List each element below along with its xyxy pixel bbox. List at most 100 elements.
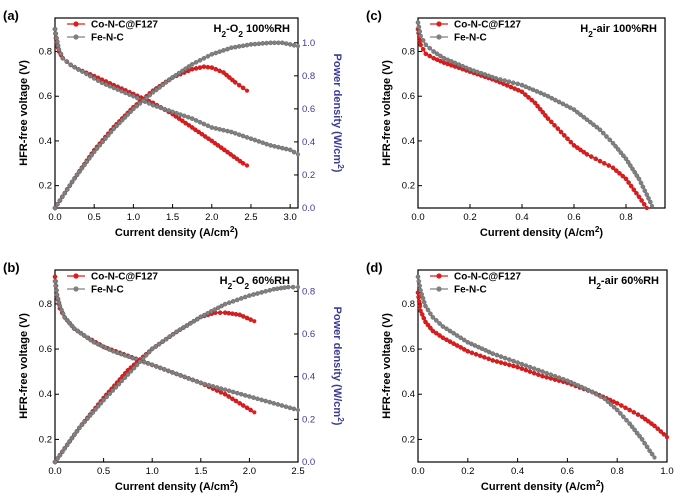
data-point [54,287,59,293]
data-point [74,172,80,178]
data-point [161,367,167,372]
plot-frame [54,17,299,209]
x-tick-label: 2.5 [291,466,304,477]
data-point [240,403,246,408]
data-point [84,71,89,77]
data-point [416,299,422,304]
legend-entry: Fe-N-C [430,285,487,296]
data-point [100,139,105,145]
data-point [170,331,176,337]
data-point [103,345,108,351]
legend-label: Fe-N-C [454,33,487,44]
data-point [110,388,115,393]
data-point [69,179,75,185]
data-point [82,162,87,168]
data-point [72,64,77,70]
data-point [186,376,191,381]
x-axis-title: Current density (A/cm2) [481,479,605,494]
y2-tick-label: 1.0 [302,38,315,49]
legend-entry: Co-N-C@F127 [67,272,158,283]
data-point [55,296,61,301]
x-tick-label: 0.4 [515,212,528,223]
data-point [617,171,622,176]
data-point [237,400,242,406]
x-axis-title: Current density (A/cm2) [480,225,604,240]
data-point [81,333,87,338]
data-point [527,364,533,370]
data-point [114,350,120,356]
data-point [85,335,90,341]
data-point [611,404,617,410]
data-point [425,322,431,328]
data-point [632,169,638,175]
data-point [173,73,179,78]
data-point [604,134,609,139]
data-point [225,46,230,52]
data-point [497,77,503,82]
data-point [291,43,297,48]
data-point [649,203,655,208]
data-point [267,399,273,405]
data-point [646,418,651,424]
data-point [458,345,464,350]
data-point [194,379,200,384]
data-point [193,66,199,71]
plot-frame [54,269,299,463]
data-point [639,198,644,203]
data-point [631,409,637,415]
data-point [602,160,607,166]
data-point [117,120,122,126]
data-point [423,319,428,325]
data-point [560,101,566,107]
data-point [418,287,423,293]
series-voltage-fe-n-c [415,274,657,460]
data-point [156,341,162,347]
data-point [418,308,423,314]
data-point [213,126,218,131]
data-point [209,125,215,130]
data-point [465,348,471,354]
data-point [420,47,426,52]
data-point [157,85,162,90]
data-point [101,397,106,403]
data-point [276,40,281,46]
data-point [279,403,285,408]
legend-marker [436,286,442,292]
data-point [87,413,93,418]
data-point [231,154,236,159]
data-point [251,292,256,297]
series-power-fe-n-c [52,40,301,211]
data-point [275,402,281,407]
data-point [247,293,252,298]
data-point [584,117,590,122]
legend: Co-N-C@F127 Fe-N-C [67,20,158,44]
data-point [69,435,75,441]
data-point [638,180,644,186]
x-tick-label: 0.4 [511,466,524,477]
data-point [166,368,171,374]
y2-tick-label: 0.8 [302,286,315,297]
data-point [111,348,116,354]
data-point [458,335,464,341]
panel-label: (c) [366,8,382,23]
data-point [236,82,242,88]
data-point [259,397,264,403]
data-point [140,356,146,361]
data-point [234,156,240,162]
data-point [217,49,222,55]
data-point [170,370,175,375]
data-point [636,176,642,182]
data-point [197,119,203,125]
data-point [428,311,433,317]
data-point [252,137,258,143]
data-point [614,400,620,406]
x-tick-label: 0.0 [48,466,61,477]
data-point [427,45,433,51]
data-point [473,351,479,357]
data-point [229,45,234,51]
data-point [225,149,230,155]
data-point [417,283,423,289]
data-point [85,416,90,421]
y-tick-label: 0.4 [39,136,52,147]
data-point [536,367,541,373]
